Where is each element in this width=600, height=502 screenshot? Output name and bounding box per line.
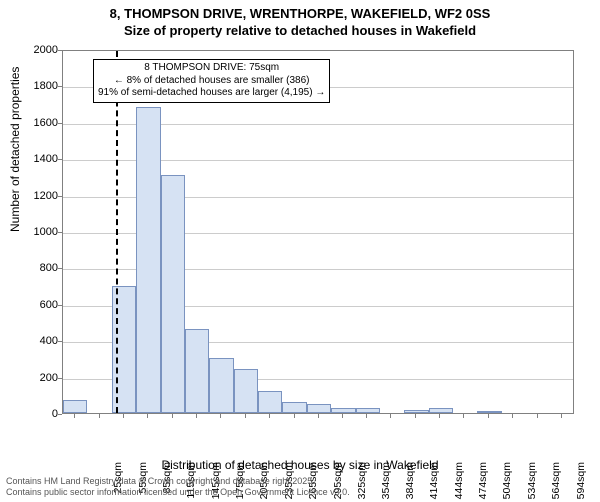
annotation-box: 8 THOMPSON DRIVE: 75sqm← 8% of detached … bbox=[93, 59, 330, 103]
chart-title-line1: 8, THOMPSON DRIVE, WRENTHORPE, WAKEFIELD… bbox=[0, 6, 600, 23]
x-axis-label: Distribution of detached houses by size … bbox=[0, 458, 600, 472]
x-tick-mark bbox=[294, 414, 295, 418]
x-tick-mark bbox=[123, 414, 124, 418]
y-tick-label: 1200 bbox=[18, 190, 58, 202]
x-tick-mark bbox=[342, 414, 343, 418]
x-tick-mark bbox=[172, 414, 173, 418]
x-tick-mark bbox=[463, 414, 464, 418]
histogram-bar bbox=[356, 408, 380, 413]
annotation-line: 8 THOMPSON DRIVE: 75sqm bbox=[98, 62, 325, 75]
x-tick-mark bbox=[245, 414, 246, 418]
footer-line2: Contains public sector information licen… bbox=[6, 487, 350, 498]
annotation-line: 91% of semi-detached houses are larger (… bbox=[98, 87, 325, 100]
annotation-line: ← 8% of detached houses are smaller (386… bbox=[98, 75, 325, 88]
y-tick-label: 1800 bbox=[18, 80, 58, 92]
x-tick-mark bbox=[196, 414, 197, 418]
x-tick-mark bbox=[561, 414, 562, 418]
histogram-bar bbox=[258, 391, 282, 413]
footer-line1: Contains HM Land Registry data © Crown c… bbox=[6, 476, 350, 487]
histogram-bar bbox=[136, 107, 160, 413]
y-tick-label: 800 bbox=[18, 262, 58, 274]
histogram-bar bbox=[209, 358, 233, 413]
x-tick-mark bbox=[269, 414, 270, 418]
histogram-bar bbox=[331, 408, 355, 413]
y-tick-label: 1400 bbox=[18, 153, 58, 165]
y-tick-mark bbox=[58, 414, 62, 415]
x-tick-mark bbox=[415, 414, 416, 418]
histogram-bar bbox=[282, 402, 306, 413]
chart-plot-area: 8 THOMPSON DRIVE: 75sqm← 8% of detached … bbox=[62, 50, 574, 414]
y-tick-label: 600 bbox=[18, 299, 58, 311]
histogram-bar bbox=[234, 369, 258, 413]
x-tick-mark bbox=[488, 414, 489, 418]
y-tick-label: 0 bbox=[18, 408, 58, 420]
footer-attribution: Contains HM Land Registry data © Crown c… bbox=[6, 476, 350, 498]
chart-title-line2: Size of property relative to detached ho… bbox=[0, 23, 600, 40]
x-tick-mark bbox=[220, 414, 221, 418]
y-tick-label: 1000 bbox=[18, 226, 58, 238]
histogram-bar bbox=[63, 400, 87, 413]
histogram-bar bbox=[477, 411, 501, 413]
x-tick-mark bbox=[390, 414, 391, 418]
x-tick-mark bbox=[366, 414, 367, 418]
x-tick-mark bbox=[318, 414, 319, 418]
y-tick-label: 400 bbox=[18, 335, 58, 347]
y-tick-label: 2000 bbox=[18, 44, 58, 56]
x-tick-mark bbox=[537, 414, 538, 418]
chart-title: 8, THOMPSON DRIVE, WRENTHORPE, WAKEFIELD… bbox=[0, 0, 600, 40]
reference-line-marker bbox=[116, 51, 118, 413]
histogram-bar bbox=[307, 404, 331, 413]
y-tick-label: 1600 bbox=[18, 117, 58, 129]
x-tick-mark bbox=[74, 414, 75, 418]
histogram-bar bbox=[404, 410, 428, 413]
histogram-bar bbox=[185, 329, 209, 413]
y-tick-label: 200 bbox=[18, 372, 58, 384]
x-tick-mark bbox=[147, 414, 148, 418]
x-tick-mark bbox=[439, 414, 440, 418]
x-tick-mark bbox=[512, 414, 513, 418]
histogram-bar bbox=[429, 408, 453, 413]
x-tick-mark bbox=[99, 414, 100, 418]
histogram-bar bbox=[161, 175, 185, 413]
